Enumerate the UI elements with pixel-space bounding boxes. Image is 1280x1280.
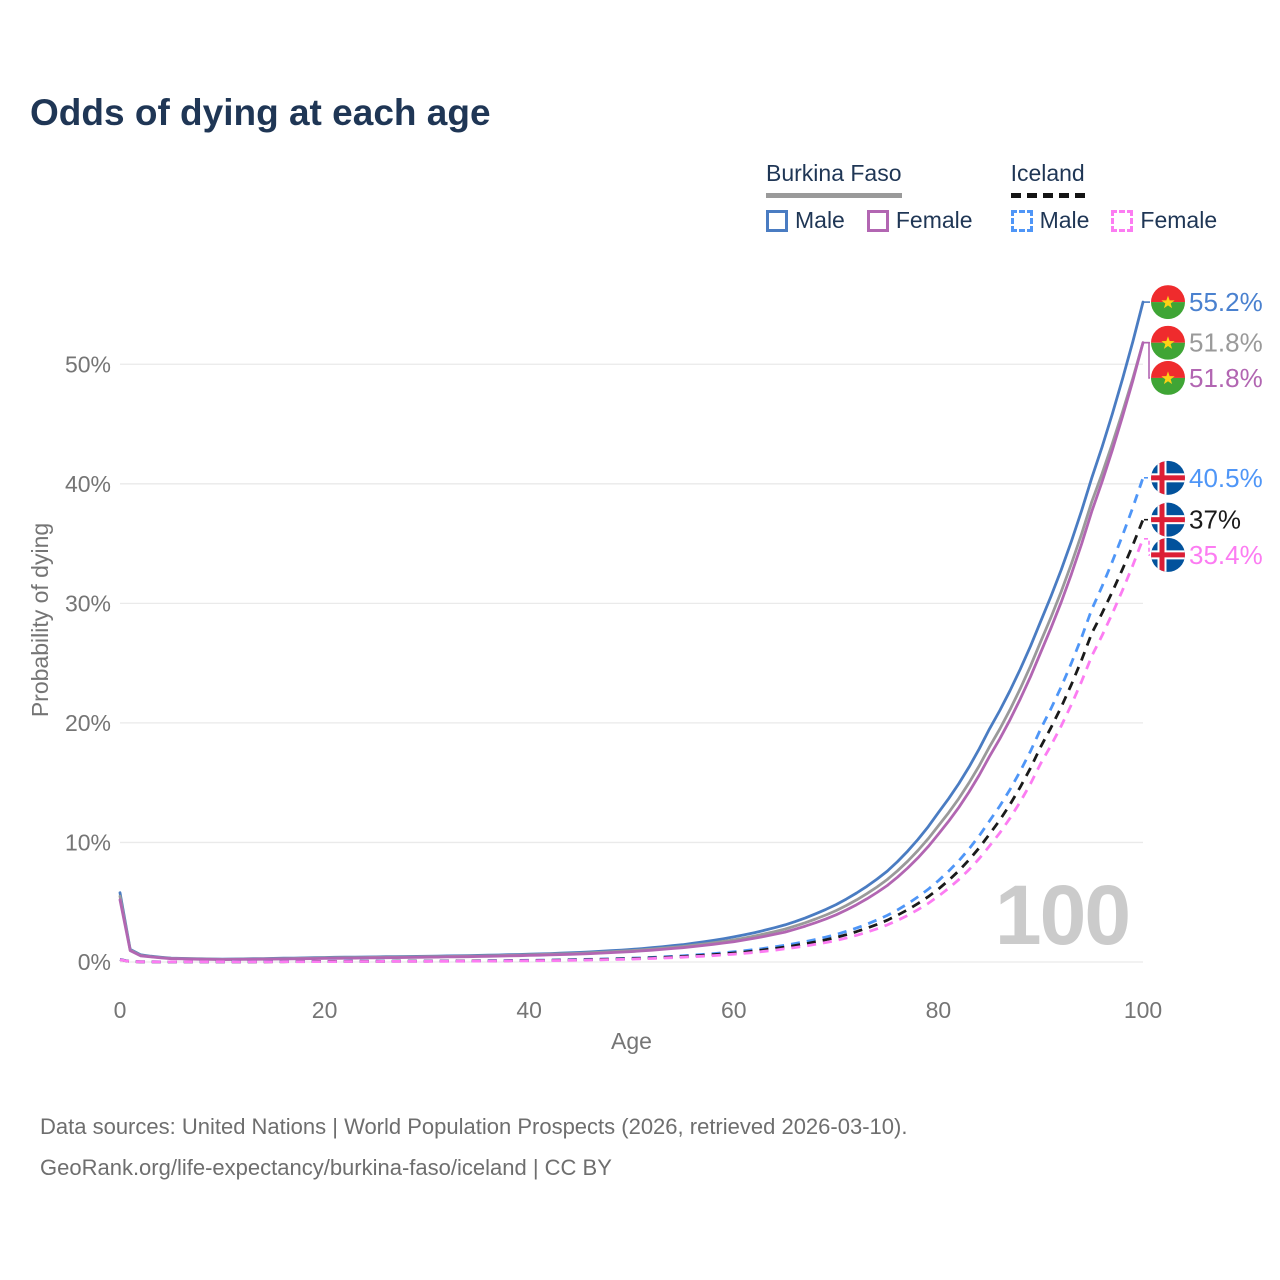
flag-burkina-faso-icon: [1151, 325, 1185, 360]
end-label-burkina-faso-female: 51.8%: [1189, 363, 1263, 393]
flag-burkina-faso-icon: [1151, 285, 1185, 320]
legend-label-burkina-faso-female: Female: [895, 207, 973, 233]
legend-label-burkina-faso-male: Male: [795, 207, 845, 233]
legend-item-iceland-male[interactable]: Male: [1010, 207, 1090, 234]
footer-source-line2: GeoRank.org/life-expectancy/burkina-faso…: [40, 1155, 612, 1180]
end-label-burkina-faso-both: 51.8%: [1189, 328, 1263, 358]
leader-burkina-faso-female: [1144, 341, 1150, 379]
footer: Data sources: United Nations | World Pop…: [40, 1106, 907, 1188]
curve-iceland-male: [119, 477, 1145, 964]
legend-item-burkina-faso-male[interactable]: Male: [766, 207, 845, 234]
leader-iceland-female: [1144, 538, 1150, 556]
x-tick-label: 40: [516, 997, 542, 1023]
end-label-iceland-female: 35.4%: [1189, 540, 1263, 570]
end-label-iceland-both: 37%: [1189, 505, 1241, 535]
legend-swatch-burkina-faso-male-icon: [766, 209, 788, 232]
y-tick-label: 20%: [65, 710, 111, 736]
flag-burkina-faso-icon: [1151, 360, 1185, 395]
y-tick-label: 30%: [65, 590, 111, 616]
legend-item-burkina-faso-female[interactable]: Female: [866, 207, 973, 234]
legend-label-iceland-male: Male: [1039, 207, 1090, 233]
legend-swatch-burkina-faso-female-icon: [866, 209, 889, 232]
legend-swatch-iceland-female-icon: [1111, 209, 1134, 232]
y-tick-label: 40%: [65, 471, 111, 497]
x-tick-label: 0: [114, 997, 127, 1023]
y-axis-title: Probability of dying: [27, 523, 53, 717]
page-title: Odds of dying at each age: [30, 92, 491, 133]
end-label-burkina-faso-male: 55.2%: [1189, 287, 1263, 317]
flag-iceland-icon: [1151, 460, 1185, 495]
flag-iceland-icon: [1151, 537, 1185, 572]
legend-group-iceland: Iceland Male Female: [1010, 160, 1217, 234]
curve-burkina-faso-female: [118, 341, 1145, 961]
legend-items-burkina-faso: Male Female: [766, 207, 973, 234]
x-tick-label: 100: [1124, 997, 1162, 1023]
curve-burkina-faso-both: [118, 341, 1145, 961]
legend-label-iceland-female: Female: [1140, 207, 1218, 233]
flag-iceland-icon: [1151, 502, 1185, 537]
y-tick-label: 10%: [65, 829, 111, 855]
x-tick-label: 60: [721, 997, 747, 1023]
legend: Burkina Faso Male Female Iceland Male: [766, 160, 1217, 234]
y-tick-label: 50%: [65, 351, 111, 377]
legend-group-burkina-faso: Burkina Faso Male Female: [766, 160, 973, 234]
curve-iceland-both: [119, 519, 1145, 964]
x-tick-label: 80: [926, 997, 952, 1023]
curve-burkina-faso-male: [118, 300, 1145, 961]
legend-items-iceland: Male Female: [1010, 207, 1217, 234]
watermark-age: 100: [995, 868, 1129, 962]
curve-iceland-female: [119, 538, 1145, 964]
legend-group-title-burkina-faso: Burkina Faso: [766, 160, 902, 198]
x-axis-title: Age: [611, 1028, 652, 1054]
footer-source-line1: Data sources: United Nations | World Pop…: [40, 1114, 908, 1139]
y-tick-label: 0%: [78, 949, 111, 975]
x-tick-label: 20: [312, 997, 338, 1023]
end-label-iceland-male: 40.5%: [1189, 463, 1263, 493]
legend-swatch-iceland-male-icon: [1010, 209, 1033, 232]
legend-group-title-iceland: Iceland: [1010, 160, 1085, 198]
legend-item-iceland-female[interactable]: Female: [1111, 207, 1217, 234]
